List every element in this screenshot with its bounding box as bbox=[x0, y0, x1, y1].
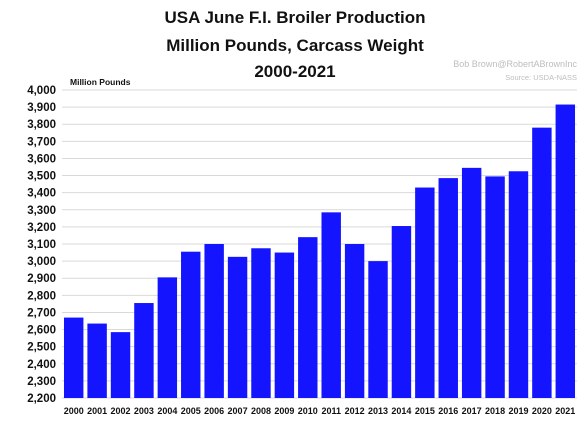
bar bbox=[227, 256, 248, 398]
y-tick-label: 2,300 bbox=[27, 376, 56, 388]
bar bbox=[274, 252, 295, 398]
x-tick-label: 2017 bbox=[462, 406, 482, 416]
x-tick-label: 2007 bbox=[228, 406, 248, 416]
bar bbox=[391, 226, 412, 398]
bar bbox=[555, 104, 576, 399]
x-tick-label: 2021 bbox=[555, 406, 575, 416]
y-tick-label: 2,600 bbox=[27, 325, 56, 337]
x-tick-label: 2004 bbox=[157, 406, 177, 416]
bar bbox=[87, 323, 107, 398]
source-text: Source: USDA-NASS bbox=[505, 73, 577, 82]
y-tick-label: 2,400 bbox=[27, 359, 56, 371]
y-tick-label: 3,200 bbox=[27, 222, 56, 234]
y-tick-label: 3,800 bbox=[27, 119, 56, 131]
x-tick-label: 2019 bbox=[508, 406, 528, 416]
x-tick-label: 2005 bbox=[181, 406, 201, 416]
chart-title-line-1: USA June F.I. Broiler Production bbox=[164, 8, 426, 27]
x-tick-label: 2015 bbox=[415, 406, 435, 416]
x-tick-label: 2000 bbox=[64, 406, 84, 416]
y-tick-label: 2,800 bbox=[27, 290, 56, 302]
bar bbox=[368, 261, 388, 398]
bar bbox=[298, 237, 318, 398]
bar bbox=[344, 244, 365, 398]
bar bbox=[415, 187, 435, 398]
y-tick-label: 4,000 bbox=[27, 85, 56, 97]
y-tick-label: 2,900 bbox=[27, 273, 56, 285]
y-tick-label: 2,200 bbox=[27, 393, 56, 405]
x-tick-label: 2001 bbox=[87, 406, 107, 416]
bar bbox=[157, 277, 178, 398]
bar bbox=[251, 248, 271, 398]
x-tick-label: 2009 bbox=[274, 406, 294, 416]
bar bbox=[532, 127, 552, 399]
x-tick-label: 2006 bbox=[204, 406, 224, 416]
x-tick-label: 2011 bbox=[321, 406, 341, 416]
x-tick-label: 2002 bbox=[111, 406, 131, 416]
y-tick-label: 3,300 bbox=[27, 205, 56, 217]
chart-title-line-2: Million Pounds, Carcass Weight bbox=[166, 36, 424, 55]
x-tick-label: 2016 bbox=[438, 406, 458, 416]
y-tick-label: 3,900 bbox=[27, 102, 56, 114]
bar bbox=[204, 244, 224, 398]
bar bbox=[508, 171, 529, 398]
y-tick-label: 3,700 bbox=[27, 136, 56, 148]
y-tick-label: 3,400 bbox=[27, 188, 56, 200]
bar bbox=[110, 332, 131, 398]
attribution-text: Bob Brown@RobertABrownInc bbox=[453, 59, 577, 69]
y-tick-label: 3,500 bbox=[27, 171, 56, 183]
y-tick-label: 3,000 bbox=[27, 256, 56, 268]
y-tick-label: 2,500 bbox=[27, 342, 56, 354]
bar bbox=[438, 178, 458, 398]
x-tick-label: 2008 bbox=[251, 406, 271, 416]
x-tick-label: 2014 bbox=[391, 406, 411, 416]
x-tick-label: 2013 bbox=[368, 406, 388, 416]
y-axis-label: Million Pounds bbox=[70, 77, 131, 87]
bar bbox=[134, 303, 154, 398]
bar bbox=[63, 317, 84, 398]
x-tick-label: 2012 bbox=[345, 406, 365, 416]
bar bbox=[321, 212, 341, 398]
y-tick-label: 2,700 bbox=[27, 307, 56, 319]
y-tick-label: 3,600 bbox=[27, 153, 56, 165]
x-tick-label: 2003 bbox=[134, 406, 154, 416]
x-tick-label: 2018 bbox=[485, 406, 505, 416]
bar bbox=[181, 251, 201, 398]
x-tick-label: 2010 bbox=[298, 406, 318, 416]
x-tick-label: 2020 bbox=[532, 406, 552, 416]
y-tick-label: 3,100 bbox=[27, 239, 56, 251]
bar bbox=[485, 176, 505, 398]
chart-title-line-3: 2000-2021 bbox=[254, 62, 336, 81]
bar bbox=[461, 167, 482, 398]
